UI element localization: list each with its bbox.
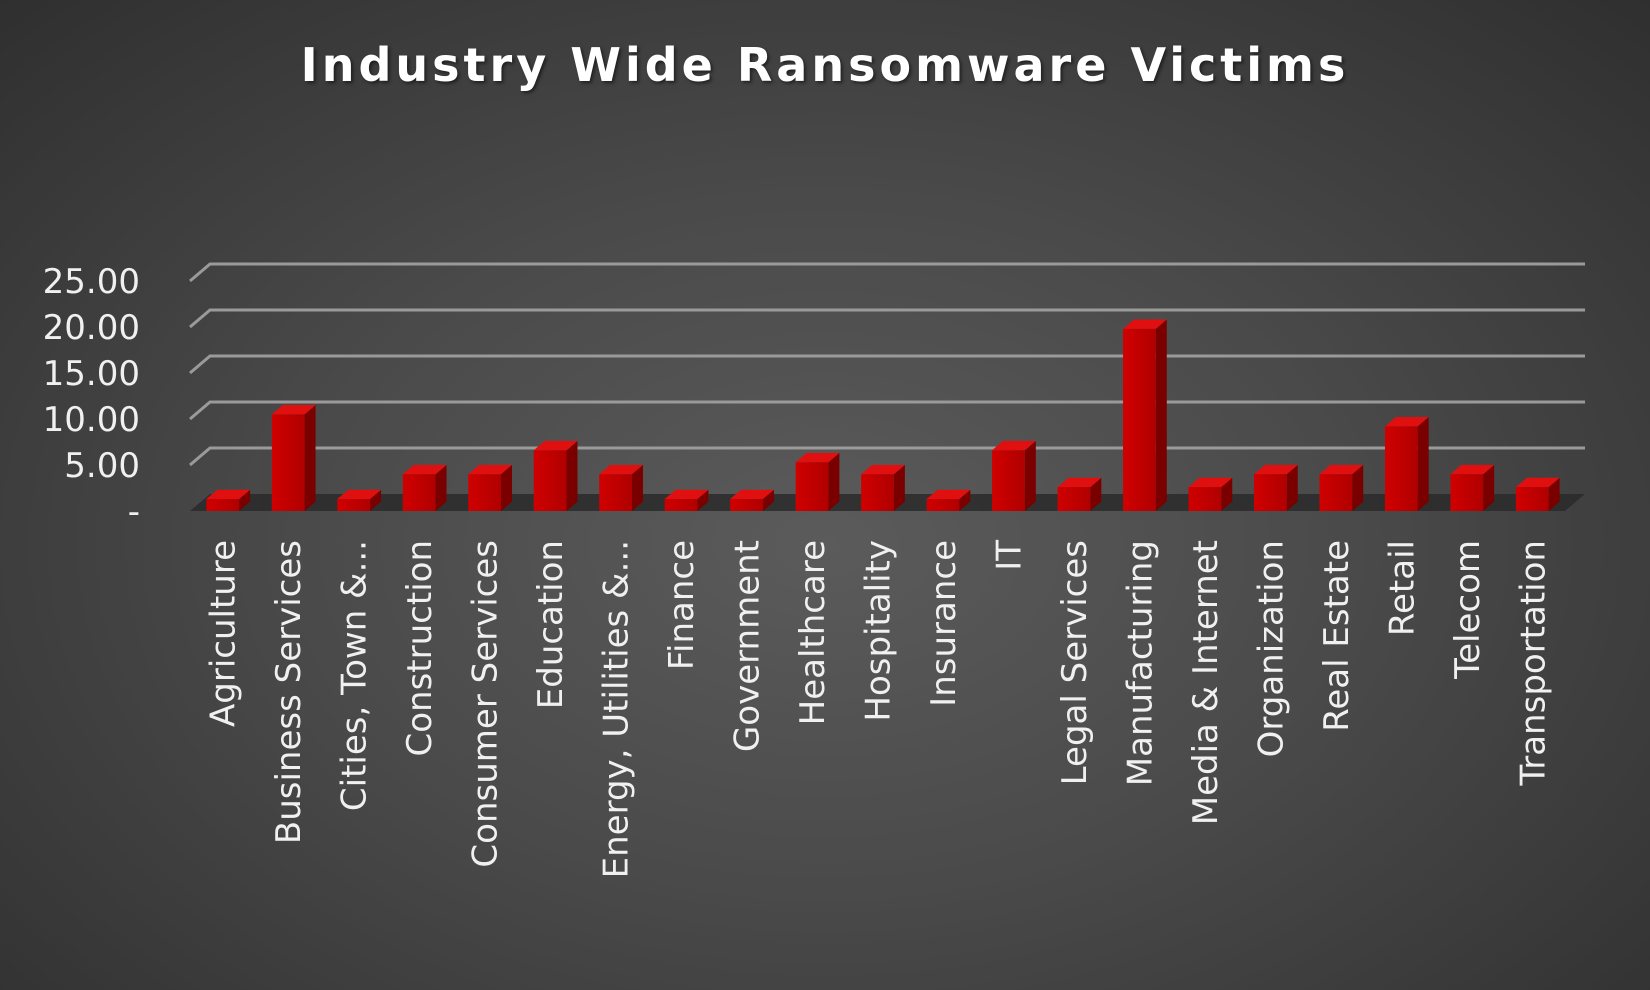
x-tick-label: Transportation <box>1513 540 1553 787</box>
x-tick-label: Agriculture <box>204 540 244 727</box>
bar <box>1123 319 1167 511</box>
x-tick-label: Manufacturing <box>1120 540 1160 786</box>
bar <box>1515 477 1560 511</box>
y-tick-label: - <box>128 492 140 532</box>
x-tick-label: Organization <box>1251 540 1291 757</box>
x-tick-label: Telecom <box>1448 540 1488 680</box>
x-tick-label: Healthcare <box>793 540 833 725</box>
x-tick-label: Real Estate <box>1317 540 1357 732</box>
y-tick-label: 20.00 <box>43 308 140 348</box>
y-tick-label: 15.00 <box>43 354 140 394</box>
bar <box>599 464 643 511</box>
x-tick-label: Cities, Town &... <box>335 540 375 811</box>
bar <box>1384 417 1429 511</box>
y-tick-label: 10.00 <box>43 400 140 440</box>
bar <box>1319 464 1364 511</box>
x-tick-label: Hospitality <box>859 540 899 722</box>
x-tick-label: Media & Internet <box>1186 540 1226 825</box>
bar <box>1057 477 1102 511</box>
gridline <box>189 308 1585 329</box>
bar <box>1253 464 1298 511</box>
bar <box>402 464 447 511</box>
bar <box>468 464 513 511</box>
bar <box>795 452 840 511</box>
gridline <box>189 354 1585 375</box>
x-tick-label: Energy, Utilities &... <box>597 540 637 878</box>
chart-title: Industry Wide Ransomware Victims <box>300 38 1350 92</box>
x-tick-label: Education <box>531 540 571 709</box>
y-tick-label: 5.00 <box>64 446 140 486</box>
x-tick-label: Construction <box>400 540 440 756</box>
bar <box>206 489 251 511</box>
x-tick-label: IT <box>989 540 1029 571</box>
bar <box>992 440 1036 511</box>
x-tick-label: Business Services <box>269 540 309 844</box>
bar <box>1188 477 1233 511</box>
bar <box>1450 464 1495 511</box>
x-tick-label: Insurance <box>924 540 964 707</box>
y-tick-label: 25.00 <box>43 262 140 302</box>
bar <box>271 405 316 511</box>
bar <box>730 489 774 511</box>
gridline <box>189 262 1585 283</box>
bar <box>926 489 971 511</box>
x-tick-label: Finance <box>662 540 702 670</box>
bar <box>533 440 578 511</box>
bar <box>664 489 709 511</box>
x-tick-label: Legal Services <box>1055 540 1095 785</box>
bar <box>861 464 905 511</box>
x-tick-label: Government <box>728 540 768 752</box>
x-tick-label: Retail <box>1382 540 1422 636</box>
bar <box>337 489 382 511</box>
gridline <box>189 400 1585 421</box>
gridline <box>189 446 1585 467</box>
x-tick-label: Consumer Services <box>466 540 506 868</box>
